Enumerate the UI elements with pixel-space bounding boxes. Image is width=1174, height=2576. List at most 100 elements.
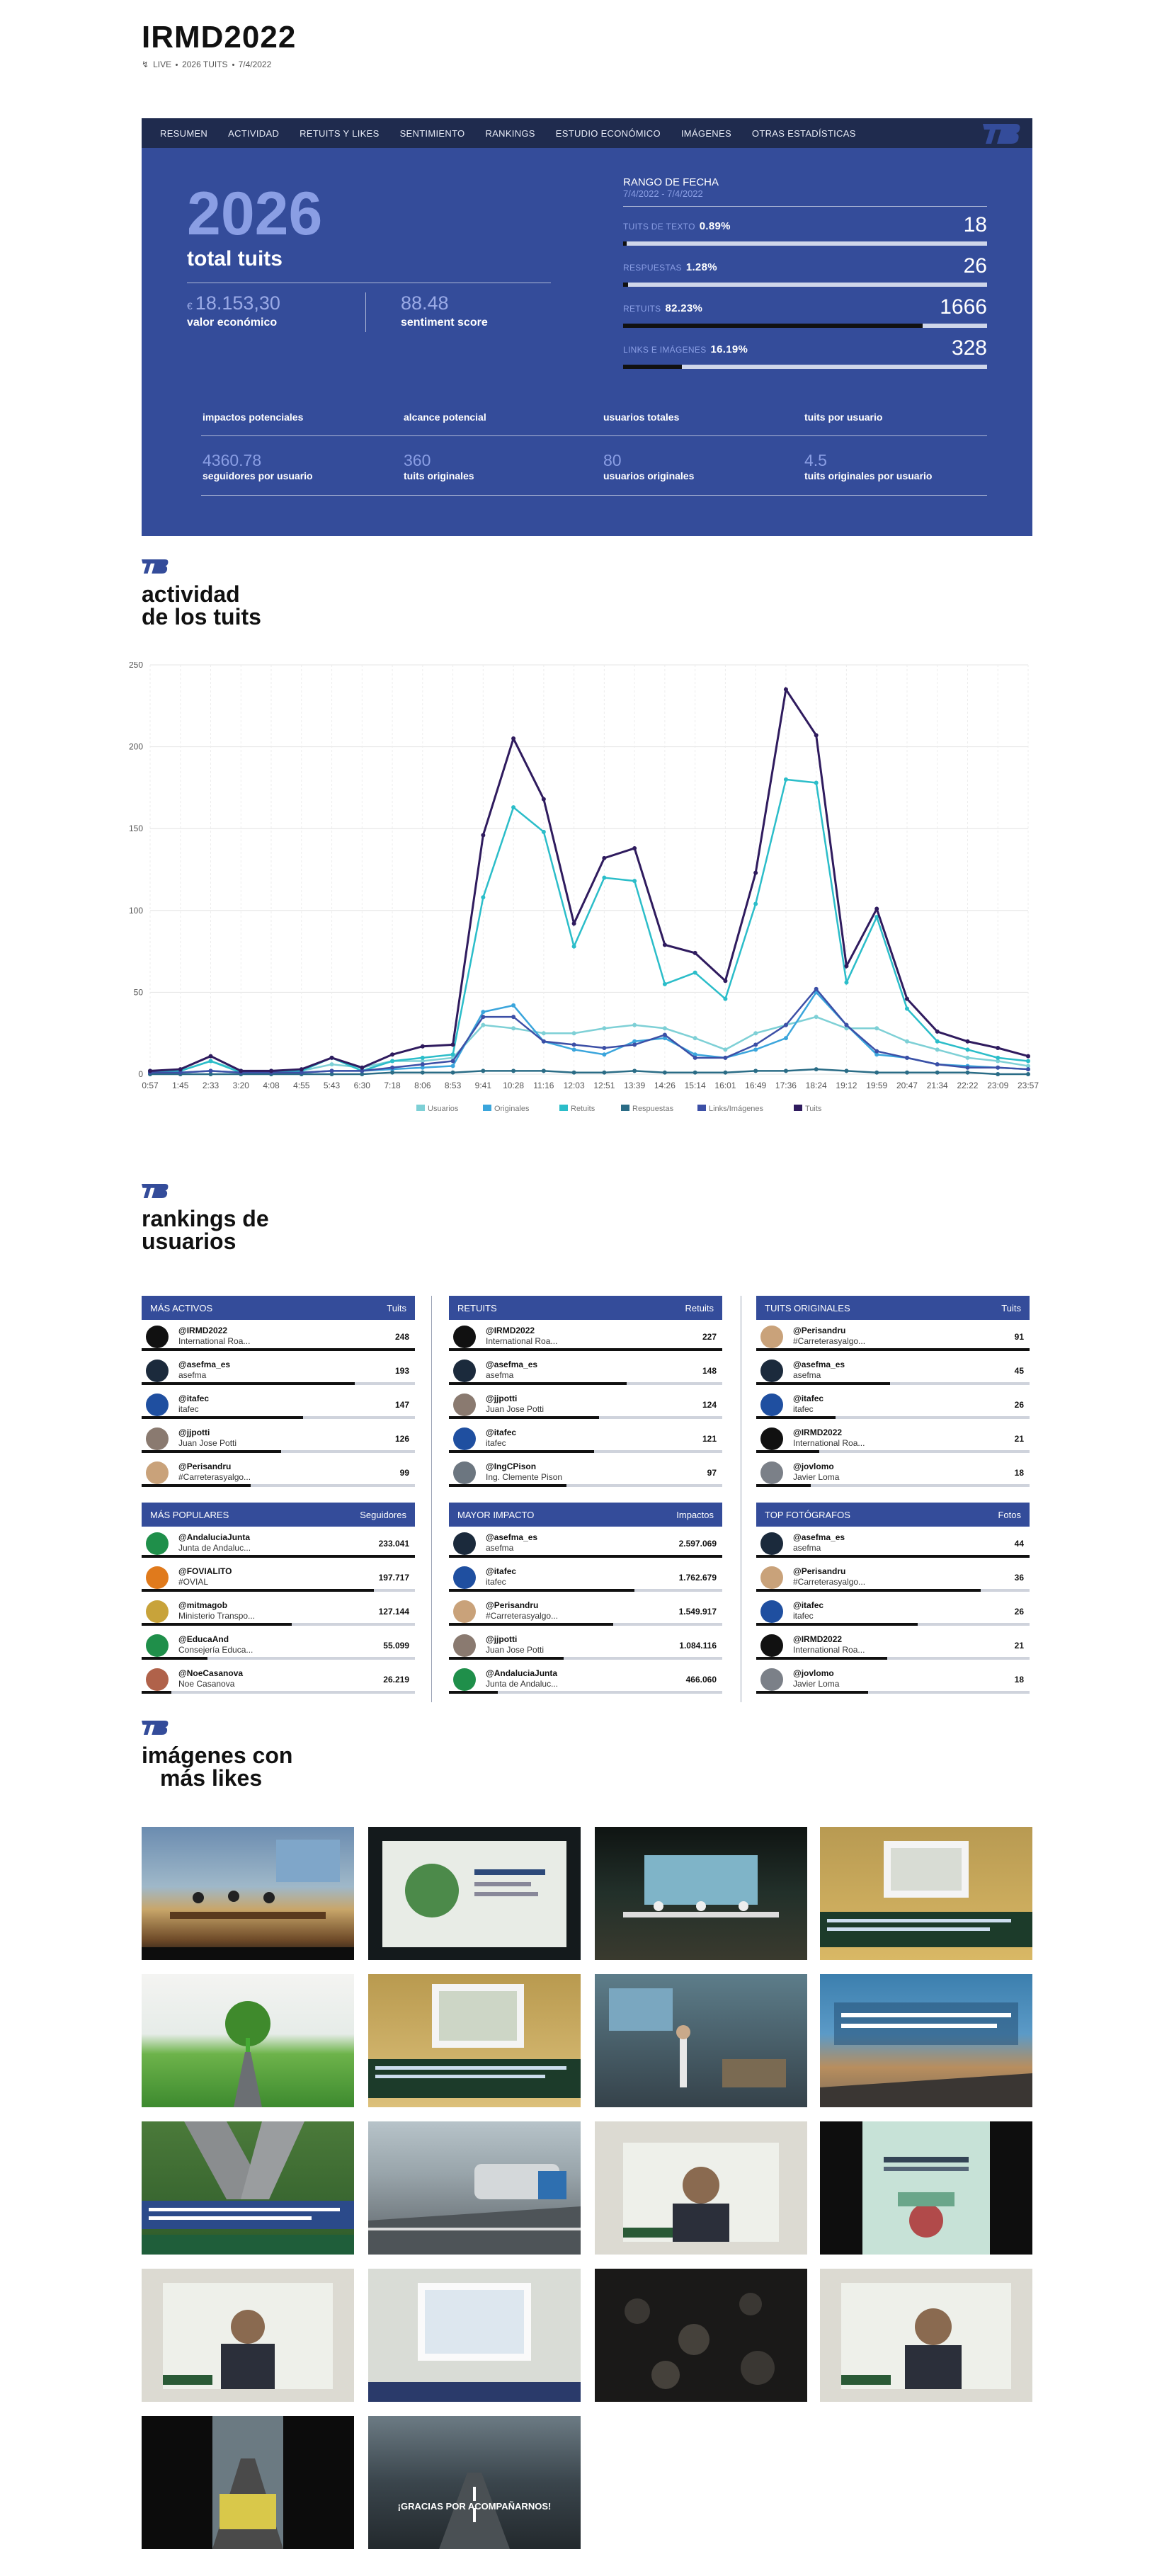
avatar: [760, 1634, 783, 1657]
chart-point: [511, 1003, 516, 1008]
chart-point: [511, 805, 516, 810]
ranking-row[interactable]: @jovlomo Javier Loma 18: [756, 1663, 1030, 1697]
ranking-row[interactable]: @NoeCasanova Noe Casanova 26.219: [142, 1663, 415, 1697]
image-thumbnail[interactable]: [142, 1827, 354, 1960]
ranking-value: 36: [1014, 1573, 1024, 1583]
image-thumbnail[interactable]: [820, 2121, 1032, 2255]
ranking-row[interactable]: @Perisandru #Carreterasyalgo... 36: [756, 1561, 1030, 1595]
image-thumbnail[interactable]: [368, 2121, 581, 2255]
ranking-row[interactable]: @mitmagob Ministerio Transpo... 127.144: [142, 1595, 415, 1629]
chart-point: [602, 855, 607, 860]
chart-x-tick-label: 18:24: [806, 1081, 827, 1090]
ranking-bar: [449, 1691, 722, 1694]
image-thumbnail[interactable]: [595, 1974, 807, 2107]
image-thumbnail[interactable]: [820, 1827, 1032, 1960]
nav-actividad[interactable]: ACTIVIDAD: [228, 127, 280, 139]
image-thumbnail[interactable]: [368, 1827, 581, 1960]
avatar: [453, 1600, 476, 1623]
ranking-row[interactable]: @IRMD2022 International Roa... 21: [756, 1422, 1030, 1456]
ranking-row[interactable]: @asefma_es asefma 2.597.069: [449, 1527, 722, 1561]
chart-x-tick-label: 17:36: [775, 1081, 797, 1090]
ranking-row[interactable]: @asefma_es asefma 45: [756, 1354, 1030, 1388]
user-handle: @IRMD2022: [178, 1326, 228, 1335]
user-handle: @NoeCasanova: [178, 1668, 244, 1678]
image-thumbnail[interactable]: [368, 1974, 581, 2107]
chart-point: [783, 777, 788, 782]
ranking-row[interactable]: @IRMD2022 International Roa... 21: [756, 1629, 1030, 1663]
nav-imagenes[interactable]: IMÁGENES: [680, 127, 731, 139]
ranking-row[interactable]: @itafec itafec 121: [449, 1422, 722, 1456]
image-thumbnail[interactable]: [820, 1974, 1032, 2107]
nav-resumen[interactable]: RESUMEN: [160, 127, 208, 139]
chart-point: [148, 1068, 152, 1073]
ranking-row[interactable]: @IRMD2022 International Roa... 227: [449, 1320, 722, 1354]
ranking-row[interactable]: @Perisandru #Carreterasyalgo... 91: [756, 1320, 1030, 1354]
chart-point: [904, 1006, 909, 1011]
chart-point: [996, 1072, 1001, 1076]
nav-sentimiento[interactable]: SENTIMIENTO: [399, 127, 465, 139]
user-name: Javier Loma: [793, 1472, 840, 1482]
ranking-title: MÁS ACTIVOS: [150, 1302, 213, 1313]
ranking-row[interactable]: @asefma_es asefma 148: [449, 1354, 722, 1388]
ranking-row[interactable]: @Perisandru #Carreterasyalgo... 99: [142, 1456, 415, 1490]
ranking-row[interactable]: @Perisandru #Carreterasyalgo... 1.549.917: [449, 1595, 722, 1629]
ranking-row[interactable]: @IngCPison Ing. Clemente Pison 97: [449, 1456, 722, 1490]
ranking-row[interactable]: @asefma_es asefma 44: [756, 1527, 1030, 1561]
chart-point: [904, 1070, 909, 1075]
image-thumbnail[interactable]: [142, 1974, 354, 2107]
ranking-bar: [142, 1589, 415, 1592]
image-thumbnail[interactable]: [142, 2269, 354, 2402]
ranking-row[interactable]: @jovlomo Javier Loma 18: [756, 1456, 1030, 1490]
ranking-row[interactable]: @itafec itafec 26: [756, 1388, 1030, 1422]
user-name: asefma: [793, 1543, 821, 1553]
photo-road-works: [820, 2002, 1032, 2107]
avatar: [453, 1427, 476, 1450]
nav-estudio[interactable]: ESTUDIO ECONÓMICO: [555, 127, 661, 139]
ranking-row[interactable]: @jjpotti Juan Jose Potti 126: [142, 1422, 415, 1456]
metric-label-impactos: impactos potenciales: [203, 411, 304, 423]
ranking-bar: [142, 1450, 415, 1453]
image-thumbnail[interactable]: [142, 2121, 354, 2255]
ranking-row[interactable]: @FOVIALITO #OVIAL 197.717: [142, 1561, 415, 1595]
divider: [623, 206, 987, 207]
ranking-row[interactable]: @EducaAnd Consejería Educa... 55.099: [142, 1629, 415, 1663]
chart-x-tick-label: 9:41: [475, 1081, 492, 1090]
ranking-value: 1.549.917: [678, 1607, 717, 1617]
ranking-row[interactable]: @AndaluciaJunta Junta de Andaluc... 466.06…: [449, 1663, 722, 1697]
section-title-line: actividad: [142, 581, 240, 607]
image-thumbnail[interactable]: [142, 2416, 354, 2549]
ranking-row[interactable]: @jjpotti Juan Jose Potti 1.084.116: [449, 1629, 722, 1663]
ranking-row[interactable]: @jjpotti Juan Jose Potti 124: [449, 1388, 722, 1422]
chart-point: [481, 1010, 486, 1015]
image-thumbnail[interactable]: ¡GRACIAS POR ACOMPAÑARNOS!: [368, 2416, 581, 2549]
ranking-metric: Tuits: [1001, 1302, 1021, 1313]
economic-value: €18.153,30: [187, 292, 280, 314]
ranking-row[interactable]: @AndaluciaJunta Junta de Andaluc... 233.04…: [142, 1527, 415, 1561]
image-thumbnail[interactable]: [595, 2269, 807, 2402]
ranking-bar-fill: [756, 1484, 811, 1487]
avatar: [146, 1427, 169, 1450]
image-thumbnail[interactable]: [595, 2121, 807, 2255]
ranking-row[interactable]: @itafec itafec 147: [142, 1388, 415, 1422]
chart-point: [571, 921, 576, 926]
nav-otras[interactable]: OTRAS ESTADÍSTICAS: [751, 127, 856, 139]
ranking-row[interactable]: @itafec itafec 1.762.679: [449, 1561, 722, 1595]
user-name: International Roa...: [793, 1438, 865, 1448]
ranking-row[interactable]: @itafec itafec 26: [756, 1595, 1030, 1629]
image-thumbnail[interactable]: [820, 2269, 1032, 2402]
user-handle: @Perisandru: [793, 1326, 846, 1335]
ranking-row[interactable]: @asefma_es asefma 193: [142, 1354, 415, 1388]
nav-rankings[interactable]: RANKINGS: [485, 127, 535, 139]
image-thumbnail[interactable]: [595, 1827, 807, 1960]
image-thumbnail[interactable]: [368, 2269, 581, 2402]
photo-roadworks-machine: [212, 2416, 283, 2549]
chart-y-tick-label: 250: [129, 662, 143, 670]
breakdown-row: RETUITS 82.23% 1666: [623, 295, 987, 328]
nav-retuits[interactable]: RETUITS Y LIKES: [300, 127, 380, 139]
chart-point: [329, 1055, 334, 1060]
user-handle: @jovlomo: [793, 1668, 834, 1678]
ranking-table: MÁS POPULARES Seguidores @AndaluciaJunta Ju…: [142, 1503, 415, 1697]
user-handle: @IngCPison: [486, 1461, 537, 1471]
ranking-row[interactable]: @IRMD2022 International Roa... 248: [142, 1320, 415, 1354]
breakdown-label: RESPUESTAS: [623, 263, 682, 273]
